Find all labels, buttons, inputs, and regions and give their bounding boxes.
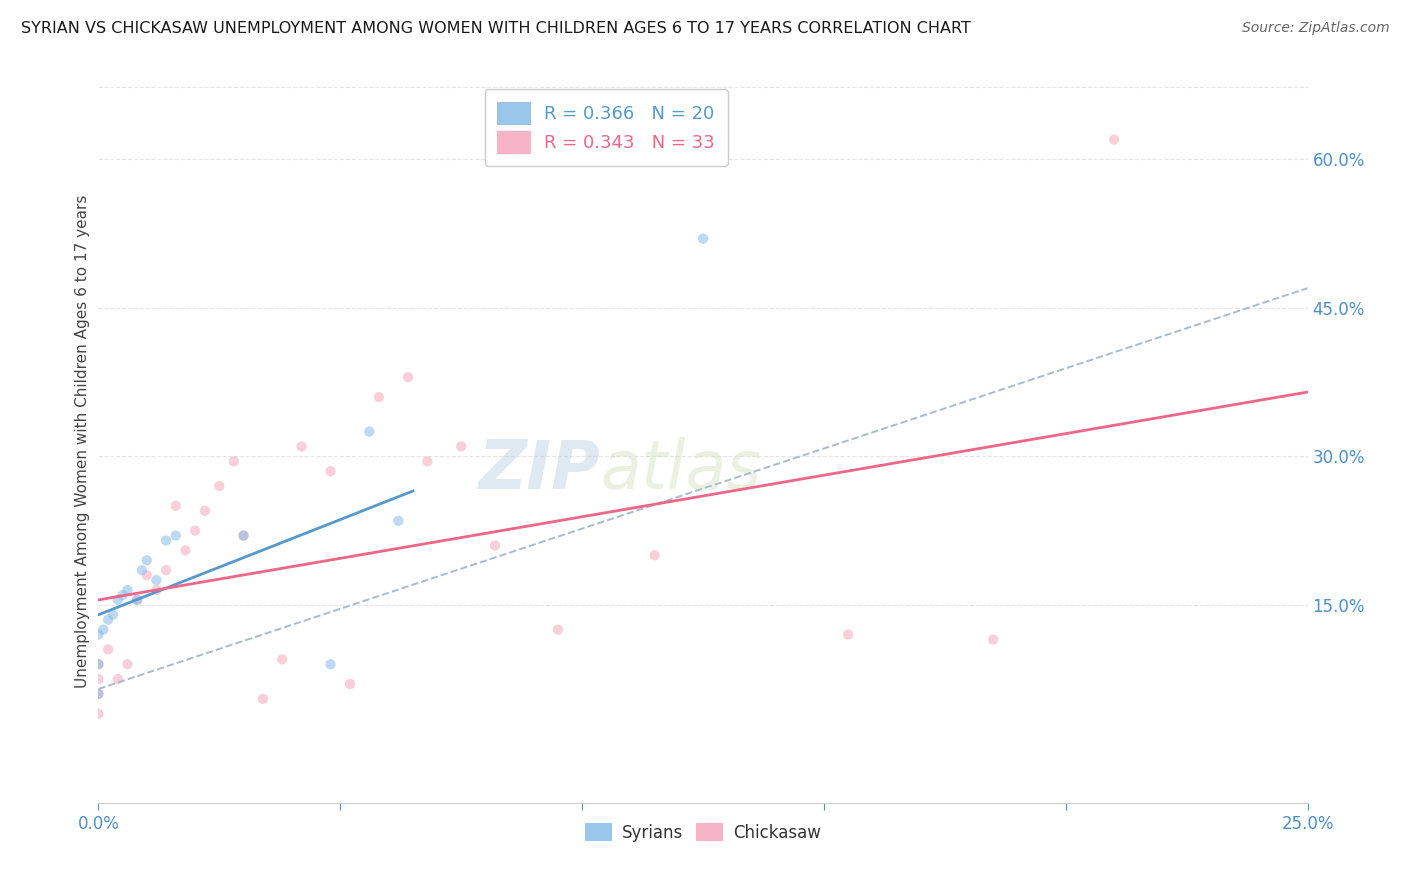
- Point: [232, 528, 254, 542]
- Point: [644, 549, 666, 563]
- Point: [319, 464, 342, 478]
- Point: [145, 573, 167, 587]
- Legend: Syrians, Chickasaw: Syrians, Chickasaw: [578, 817, 828, 848]
- Point: [450, 440, 472, 454]
- Point: [165, 528, 187, 542]
- Point: [271, 652, 294, 666]
- Point: [101, 607, 124, 622]
- Point: [87, 672, 110, 686]
- Point: [117, 582, 139, 597]
- Point: [87, 657, 110, 672]
- Point: [91, 623, 114, 637]
- Point: [981, 632, 1004, 647]
- Point: [184, 524, 207, 538]
- Point: [87, 627, 110, 641]
- Point: [387, 514, 409, 528]
- Point: [194, 504, 217, 518]
- Point: [837, 627, 859, 641]
- Point: [232, 528, 254, 542]
- Y-axis label: Unemployment Among Women with Children Ages 6 to 17 years: Unemployment Among Women with Children A…: [75, 194, 90, 689]
- Point: [174, 543, 197, 558]
- Point: [692, 232, 714, 246]
- Text: Source: ZipAtlas.com: Source: ZipAtlas.com: [1241, 21, 1389, 35]
- Point: [87, 657, 110, 672]
- Point: [87, 687, 110, 701]
- Point: [155, 533, 177, 548]
- Point: [252, 691, 274, 706]
- Point: [135, 568, 157, 582]
- Point: [127, 593, 149, 607]
- Point: [416, 454, 439, 468]
- Point: [359, 425, 381, 439]
- Point: [107, 672, 129, 686]
- Point: [319, 657, 342, 672]
- Point: [339, 677, 361, 691]
- Point: [111, 588, 134, 602]
- Point: [117, 657, 139, 672]
- Point: [1102, 133, 1125, 147]
- Point: [368, 390, 391, 404]
- Point: [396, 370, 419, 384]
- Point: [547, 623, 569, 637]
- Text: atlas: atlas: [600, 437, 761, 503]
- Point: [127, 593, 149, 607]
- Point: [97, 613, 120, 627]
- Point: [208, 479, 231, 493]
- Text: SYRIAN VS CHICKASAW UNEMPLOYMENT AMONG WOMEN WITH CHILDREN AGES 6 TO 17 YEARS CO: SYRIAN VS CHICKASAW UNEMPLOYMENT AMONG W…: [21, 21, 972, 36]
- Point: [87, 706, 110, 721]
- Point: [165, 499, 187, 513]
- Text: ZIP: ZIP: [478, 437, 600, 503]
- Point: [135, 553, 157, 567]
- Point: [290, 440, 312, 454]
- Point: [97, 642, 120, 657]
- Point: [222, 454, 245, 468]
- Point: [155, 563, 177, 577]
- Point: [107, 593, 129, 607]
- Point: [484, 539, 506, 553]
- Point: [87, 687, 110, 701]
- Point: [145, 582, 167, 597]
- Point: [131, 563, 153, 577]
